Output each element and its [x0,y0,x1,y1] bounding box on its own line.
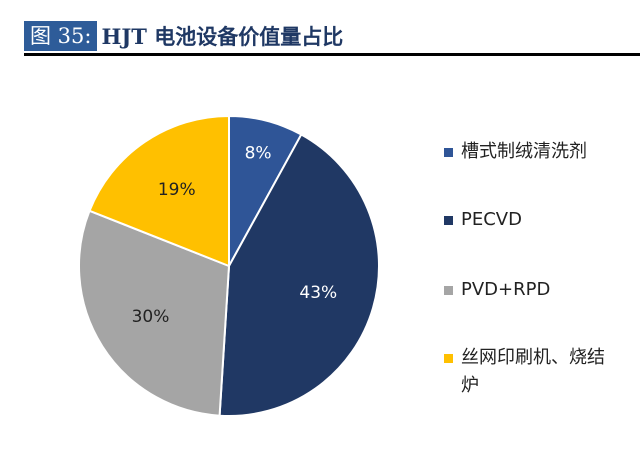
legend-swatch [444,216,453,225]
pie-slice [88,114,230,268]
slice-label: 19% [158,180,196,200]
legend-swatch [444,148,453,157]
legend-item: 槽式制绒清洗剂 [444,138,587,166]
pie-slice [218,133,380,417]
legend-swatch [444,286,453,295]
legend-label: 槽式制绒清洗剂 [461,141,587,162]
legend-label: PECVD [461,209,522,230]
title-text: HJT 电池设备价值量占比 [101,24,344,49]
title-rule [24,53,640,56]
slice-label: 30% [132,307,170,327]
pie-slice [78,209,231,417]
legend-swatch [444,354,453,363]
legend-label: 丝网印刷机、烧结炉 [461,347,605,396]
legend-item: 丝网印刷机、烧结炉 [444,344,621,400]
figure-label: 图 35: [24,21,98,51]
chart-title: 图 35: HJT 电池设备价值量占比 [24,21,343,51]
slice-label: 43% [299,283,337,303]
legend-item: PECVD [444,206,522,234]
slice-label: 8% [245,144,272,164]
legend-item: PVD+RPD [444,276,550,304]
legend-label: PVD+RPD [461,279,551,300]
